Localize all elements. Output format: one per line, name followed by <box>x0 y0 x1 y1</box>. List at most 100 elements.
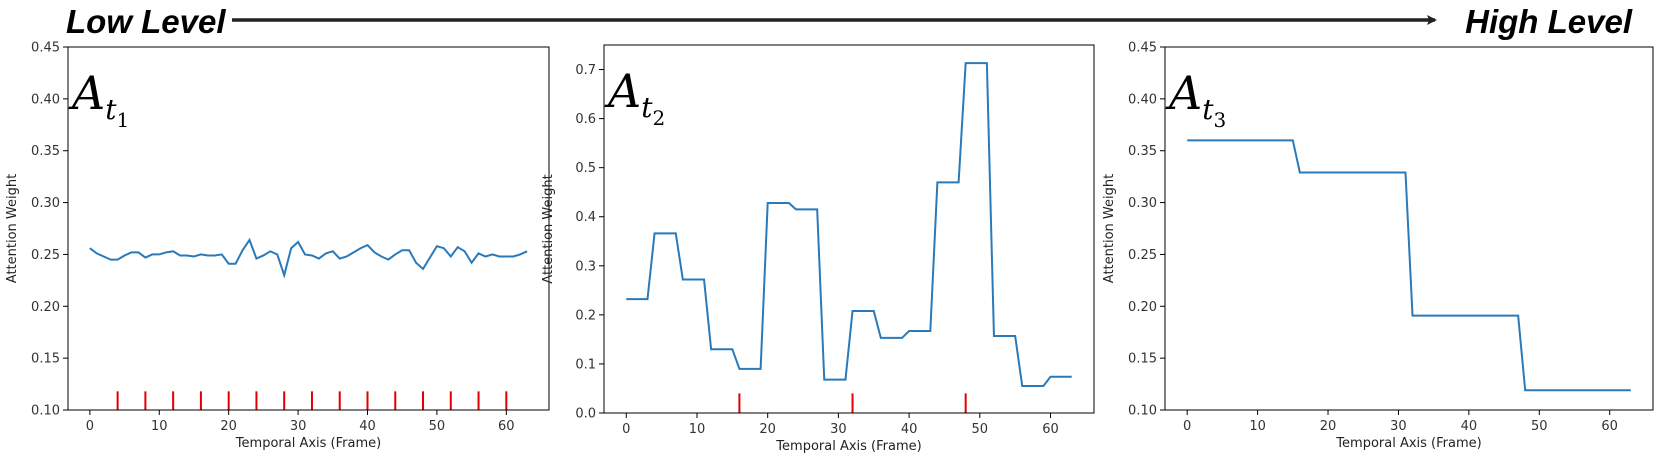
data-point <box>401 249 403 251</box>
level-banner: Low Level High Level <box>66 3 1633 40</box>
data-point <box>367 244 369 246</box>
x-tick-label: 10 <box>689 422 706 437</box>
x-tick-label: 60 <box>498 419 515 434</box>
data-point <box>1014 335 1016 337</box>
data-point <box>249 239 251 241</box>
data-point <box>746 368 748 370</box>
data-point <box>724 348 726 350</box>
x-tick-label: 60 <box>1042 422 1059 437</box>
data-point <box>972 62 974 64</box>
data-point <box>152 254 154 256</box>
data-point <box>696 279 698 281</box>
data-point <box>214 255 216 257</box>
data-point <box>270 251 272 253</box>
data-point <box>767 202 769 204</box>
data-point <box>887 337 889 339</box>
data-point <box>986 62 988 64</box>
data-point <box>165 252 167 254</box>
y-axis-label: Attention Weight <box>5 174 20 283</box>
data-point <box>408 249 410 251</box>
data-point <box>1029 385 1031 387</box>
data-point <box>1292 140 1294 142</box>
x-tick-label: 50 <box>429 419 446 434</box>
y-tick-label: 0.3 <box>575 259 596 274</box>
data-point <box>816 209 818 211</box>
data-point <box>186 255 188 257</box>
series-line <box>89 237 528 279</box>
x-tick-label: 60 <box>1601 419 1618 434</box>
y-tick-label: 0.20 <box>31 300 60 315</box>
data-point <box>838 379 840 381</box>
data-point <box>682 279 684 281</box>
data-point <box>471 262 473 264</box>
y-tick-label: 0.25 <box>31 248 60 263</box>
data-point <box>228 263 230 265</box>
data-point <box>1050 376 1052 378</box>
plot-frame <box>67 46 550 411</box>
data-point <box>951 182 953 184</box>
data-point <box>519 254 521 256</box>
data-point <box>353 252 355 254</box>
data-point <box>958 182 960 184</box>
data-point <box>311 255 313 257</box>
data-point <box>1186 140 1188 142</box>
data-point <box>1524 389 1526 391</box>
data-point <box>276 254 278 256</box>
y-axis-label: Attention Weight <box>541 174 556 283</box>
y-tick-label: 0.35 <box>31 144 60 159</box>
y-tick-label: 0.20 <box>1128 300 1157 315</box>
data-point <box>96 253 98 255</box>
x-tick-label: 30 <box>1390 419 1407 434</box>
data-point <box>859 310 861 312</box>
y-tick-label: 0.40 <box>31 92 60 107</box>
data-point <box>110 259 112 261</box>
x-axis-label: Temporal Axis (Frame) <box>235 436 381 451</box>
data-point <box>937 182 939 184</box>
y-tick-label: 0.1 <box>575 357 596 372</box>
data-point <box>668 233 670 235</box>
data-point <box>788 202 790 204</box>
data-point <box>647 298 649 300</box>
data-point <box>200 254 202 256</box>
y-tick-label: 0.10 <box>1128 404 1157 419</box>
data-point <box>290 247 292 249</box>
y-tick-label: 0.4 <box>575 210 596 225</box>
data-point <box>1036 385 1038 387</box>
data-point <box>739 368 741 370</box>
y-tick-label: 0.10 <box>31 404 60 419</box>
data-point <box>760 368 762 370</box>
data-point <box>922 330 924 332</box>
data-point <box>436 245 438 247</box>
x-axis-label: Temporal Axis (Frame) <box>775 439 921 454</box>
y-tick-label: 0.30 <box>1128 196 1157 211</box>
data-point <box>1412 315 1414 317</box>
data-point <box>625 298 627 300</box>
data-point <box>304 254 306 256</box>
data-point <box>256 258 258 260</box>
data-point <box>485 256 487 258</box>
data-point <box>172 251 174 253</box>
panel-label: At3 <box>1165 66 1226 132</box>
data-point <box>640 298 642 300</box>
data-point <box>1057 376 1059 378</box>
data-point <box>689 279 691 281</box>
data-point <box>422 268 424 270</box>
data-point <box>283 274 285 276</box>
x-tick-label: 10 <box>151 419 168 434</box>
data-point <box>908 330 910 332</box>
series-line <box>1187 139 1631 392</box>
x-tick-label: 50 <box>972 422 989 437</box>
panel-label: At2 <box>604 64 665 130</box>
data-point <box>873 310 875 312</box>
x-tick-label: 50 <box>1531 419 1548 434</box>
data-point <box>809 209 811 211</box>
x-tick-label: 40 <box>901 422 918 437</box>
data-point <box>221 254 223 256</box>
data-point <box>242 249 244 251</box>
data-point <box>332 251 334 253</box>
low-level-label: Low Level <box>66 3 226 40</box>
data-point <box>845 379 847 381</box>
chart-panel-3: 0 10 20 30 40 50 60 0.10 0.15 0.20 0.25 0.30 0.35 0.4… <box>1102 41 1654 451</box>
data-point <box>654 233 656 235</box>
data-point <box>1043 385 1045 387</box>
